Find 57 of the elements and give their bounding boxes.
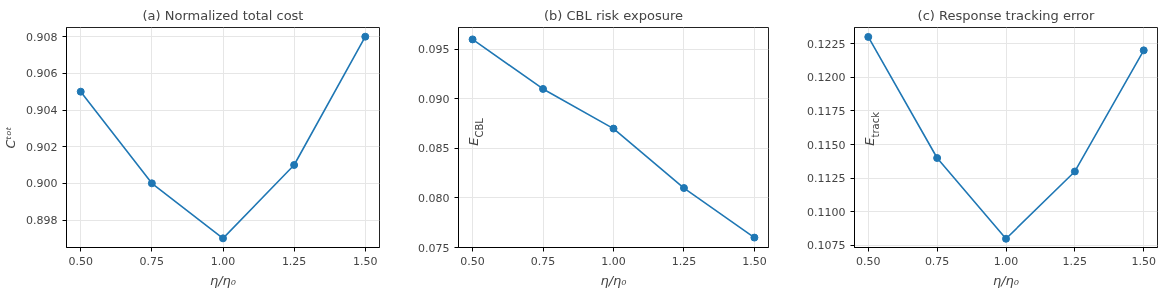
y-tick-label: 0.898 (26, 214, 58, 227)
point (750, 233, 759, 242)
x-tick-label: 1.00 (993, 254, 1019, 268)
x-tick-label: 0.75 (139, 254, 165, 268)
x-tick-label: 0.75 (924, 254, 950, 268)
y-tick-label: 0.075 (418, 241, 450, 255)
y-tick-label: 0.1175 (807, 104, 846, 118)
y-tick-label: 0.1125 (807, 172, 846, 186)
point (76, 87, 85, 96)
point (361, 32, 370, 41)
point (679, 184, 688, 193)
y-axis-title: Etrack (861, 111, 881, 146)
x-axis-title: η/η₀ (209, 272, 237, 288)
point (468, 35, 477, 44)
point (864, 32, 873, 41)
point (219, 234, 227, 243)
point (1070, 167, 1079, 176)
y-tick-label: 0.906 (26, 67, 58, 81)
x-axis-title: η/η₀ (992, 272, 1020, 288)
x-tick-label: 0.50 (856, 254, 881, 268)
y-tick-label: 0.908 (26, 30, 58, 44)
y-tick-label: 0.1075 (807, 239, 846, 253)
y-tick-label: 0.090 (418, 92, 450, 106)
y-tick-label: 0.080 (418, 191, 450, 205)
x-tick-label: 1.50 (1131, 254, 1156, 268)
y-axis-title: ECBL (465, 117, 485, 146)
y-tick-label: 0.904 (26, 104, 58, 117)
y-tick-label: 0.900 (26, 177, 58, 191)
x-tick-label: 1.00 (601, 254, 626, 268)
x-tick-label: 1.00 (210, 254, 236, 268)
x-tick-label: 0.50 (460, 254, 485, 268)
y-tick-label: 0.902 (26, 140, 58, 154)
y-tick-label: 0.1225 (807, 37, 846, 51)
chart-title: (b) CBL risk exposure (543, 7, 684, 23)
y-tick-label: 0.095 (418, 43, 450, 57)
y-tick-label: 0.1200 (807, 71, 846, 85)
y-axis-title: Cᵗᵒᵗ (3, 126, 19, 149)
point (933, 154, 942, 163)
point (609, 124, 618, 133)
point (1139, 46, 1148, 55)
x-tick-label: 1.25 (281, 254, 307, 268)
x-tick-label: 0.75 (530, 254, 556, 268)
y-tick-label: 0.1100 (807, 205, 846, 219)
x-tick-label: 1.50 (742, 254, 767, 268)
point (539, 84, 548, 93)
x-tick-label: 0.50 (68, 254, 93, 268)
point (290, 161, 299, 169)
point (147, 179, 156, 188)
x-tick-label: 1.50 (353, 254, 378, 268)
x-axis-title: η/η₀ (600, 272, 628, 288)
point (1002, 234, 1010, 243)
y-tick-label: 0.085 (418, 142, 450, 156)
chart-title: (c) Response tracking error (917, 7, 1096, 23)
chart-title: (a) Normalized total cost (142, 7, 304, 23)
x-tick-label: 1.25 (1062, 254, 1088, 268)
y-tick-label: 0.1150 (807, 138, 846, 152)
x-tick-label: 1.25 (671, 254, 697, 268)
